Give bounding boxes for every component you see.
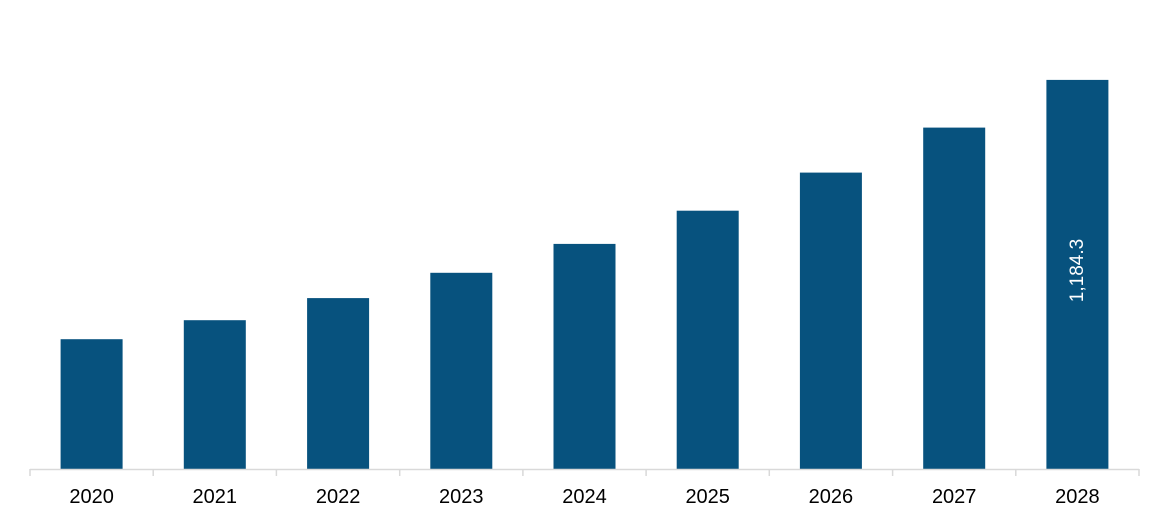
data-label-2028: 1,184.3: [1067, 239, 1088, 302]
bar-2021: [183, 320, 246, 469]
tick-labels: 2020 2021 2022 2023 2024 2025 2026 2027 2028: [69, 486, 1099, 508]
x-tick-label: 2028: [1055, 486, 1100, 508]
x-tick-label: 2022: [316, 486, 361, 508]
x-tick-label: 2024: [562, 486, 607, 508]
x-tick-label: 2025: [685, 486, 730, 508]
x-tick-label: 2026: [809, 486, 854, 508]
x-tick-label: 2027: [932, 486, 977, 508]
x-tick-label: 2020: [69, 486, 114, 508]
bars-layer: [60, 79, 1109, 470]
bar-2025: [676, 210, 739, 469]
bar-2027: [923, 127, 986, 469]
bar-2023: [430, 272, 493, 469]
x-tick-label: 2023: [439, 486, 484, 508]
bar-2026: [799, 172, 862, 469]
bar-2022: [307, 298, 370, 469]
x-tick-label: 2021: [193, 486, 238, 508]
bar-2020: [60, 339, 123, 469]
bar-2028: [1046, 79, 1109, 470]
x-axis: [29, 468, 1140, 476]
data-labels: 1,184.3: [1067, 239, 1088, 302]
bar-2024: [553, 243, 616, 469]
